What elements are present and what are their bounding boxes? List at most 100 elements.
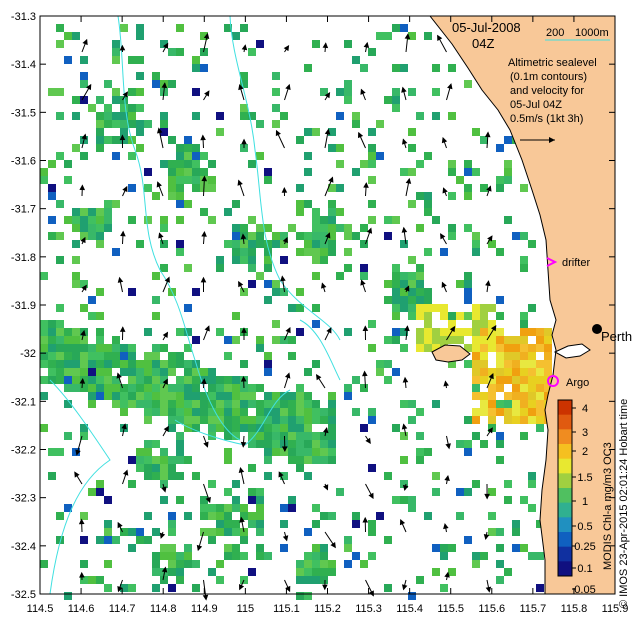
chl-pixel <box>176 408 184 416</box>
argo-circle-icon <box>547 375 559 387</box>
chl-pixel <box>320 448 328 456</box>
chl-pixel <box>360 424 368 432</box>
chl-pixel <box>264 296 272 304</box>
chl-pixel <box>248 256 256 264</box>
chl-pixel <box>256 512 264 520</box>
chl-pixel <box>256 400 264 408</box>
chl-pixel <box>264 472 272 480</box>
chl-pixel <box>152 376 160 384</box>
chl-pixel <box>160 368 168 376</box>
chl-pixel <box>384 536 392 544</box>
chl-pixel <box>392 272 400 280</box>
chl-pixel <box>448 312 456 320</box>
chl-pixel <box>272 416 280 424</box>
chl-pixel <box>120 128 128 136</box>
chl-pixel <box>416 288 424 296</box>
chl-pixel <box>344 544 352 552</box>
chl-pixel <box>216 112 224 120</box>
chl-pixel <box>536 384 544 392</box>
chl-pixel <box>400 280 408 288</box>
chl-pixel <box>216 424 224 432</box>
chl-pixel <box>328 200 336 208</box>
chl-pixel <box>416 264 424 272</box>
colorbar-segment <box>558 473 572 489</box>
velocity-arrowhead-icon <box>119 326 126 332</box>
y-tick-label: -32.1 <box>11 396 36 408</box>
chl-pixel <box>232 432 240 440</box>
chl-pixel <box>152 352 160 360</box>
chl-pixel <box>408 504 416 512</box>
velocity-arrowhead-icon <box>79 377 86 384</box>
velocity-arrowhead-icon <box>241 138 247 145</box>
chl-pixel <box>320 232 328 240</box>
chl-pixel <box>272 232 280 240</box>
chl-pixel <box>472 320 480 328</box>
chl-pixel <box>192 392 200 400</box>
y-axis: -31.3 -31.4 -31.5 -31.6 -31.7 -31.8 -31.9 -32 -3… <box>11 11 615 601</box>
chl-pixel <box>504 392 512 400</box>
chl-pixel <box>48 232 56 240</box>
chl-pixel <box>472 384 480 392</box>
chl-pixel <box>448 224 456 232</box>
chl-pixel <box>152 400 160 408</box>
colorbar-segment <box>558 561 572 577</box>
chl-pixel <box>112 360 120 368</box>
chl-pixel <box>192 400 200 408</box>
chl-pixel <box>224 520 232 528</box>
chl-pixel <box>48 88 56 96</box>
x-tick-label: 115.5 <box>437 603 464 615</box>
chl-pixel <box>80 80 88 88</box>
chl-pixel <box>352 520 360 528</box>
chl-pixel <box>440 336 448 344</box>
velocity-arrowhead-icon <box>121 423 127 430</box>
chl-pixel <box>288 392 296 400</box>
chl-pixel <box>112 200 120 208</box>
chl-pixel <box>176 216 184 224</box>
velocity-arrowhead-icon <box>281 187 288 193</box>
chl-pixel <box>368 200 376 208</box>
chl-pixel <box>152 472 160 480</box>
chl-pixel <box>72 352 80 360</box>
chl-pixel <box>376 512 384 520</box>
chl-pixel <box>416 296 424 304</box>
chl-pixel <box>336 184 344 192</box>
velocity-arrowhead-icon <box>203 32 210 40</box>
chl-pixel <box>536 416 544 424</box>
chl-pixel <box>488 240 496 248</box>
chl-pixel <box>384 280 392 288</box>
chl-pixel <box>168 184 176 192</box>
chl-pixel <box>248 280 256 288</box>
velocity-arrowhead-icon <box>487 235 493 242</box>
chl-pixel <box>200 504 208 512</box>
chl-pixel <box>424 320 432 328</box>
y-tick-label: -32.3 <box>11 493 36 505</box>
chl-pixel <box>72 368 80 376</box>
chl-pixel <box>344 88 352 96</box>
chl-pixel <box>184 328 192 336</box>
chl-pixel <box>136 384 144 392</box>
chl-pixel <box>288 504 296 512</box>
chl-pixel <box>528 360 536 368</box>
chl-pixel <box>96 360 104 368</box>
chl-pixel <box>280 520 288 528</box>
chl-pixel <box>456 280 464 288</box>
velocity-arrowhead-icon <box>80 329 86 337</box>
chl-pixel <box>256 40 264 48</box>
chl-pixel <box>368 128 376 136</box>
chl-pixel <box>216 528 224 536</box>
chl-pixel <box>224 424 232 432</box>
chl-pixel <box>120 392 128 400</box>
chl-pixel <box>328 512 336 520</box>
chl-pixel <box>88 576 96 584</box>
x-tick-label: 115.6 <box>478 603 505 615</box>
chl-pixel <box>272 440 280 448</box>
velocity-arrowhead-icon <box>204 325 210 332</box>
chl-pixel <box>80 576 88 584</box>
chl-pixel <box>432 400 440 408</box>
chl-pixel <box>320 408 328 416</box>
date-label: 05-Jul-2008 <box>452 20 521 35</box>
chl-pixel <box>168 560 176 568</box>
velocity-arrowhead-icon <box>241 44 248 51</box>
chl-pixel <box>144 352 152 360</box>
chl-pixel <box>232 392 240 400</box>
